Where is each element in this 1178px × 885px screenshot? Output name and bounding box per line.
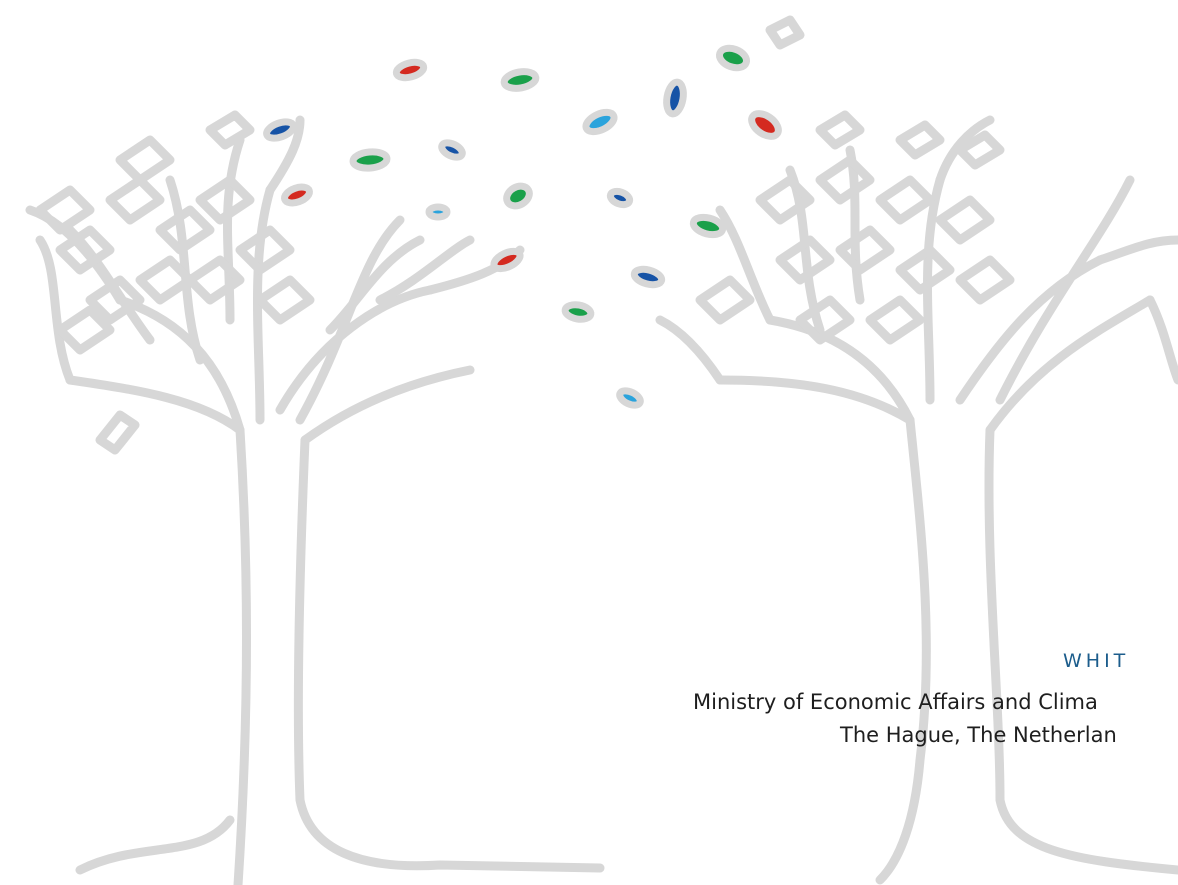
location: The Hague, The Netherlan (840, 723, 1117, 747)
right-tree (660, 20, 1178, 880)
tree-illustration (0, 0, 1178, 885)
cover-page: WHIT Ministry of Economic Affairs and Cl… (0, 0, 1178, 885)
publisher: Ministry of Economic Affairs and Clima (693, 690, 1098, 714)
document-type: WHIT (1063, 650, 1129, 672)
left-tree (30, 115, 600, 885)
